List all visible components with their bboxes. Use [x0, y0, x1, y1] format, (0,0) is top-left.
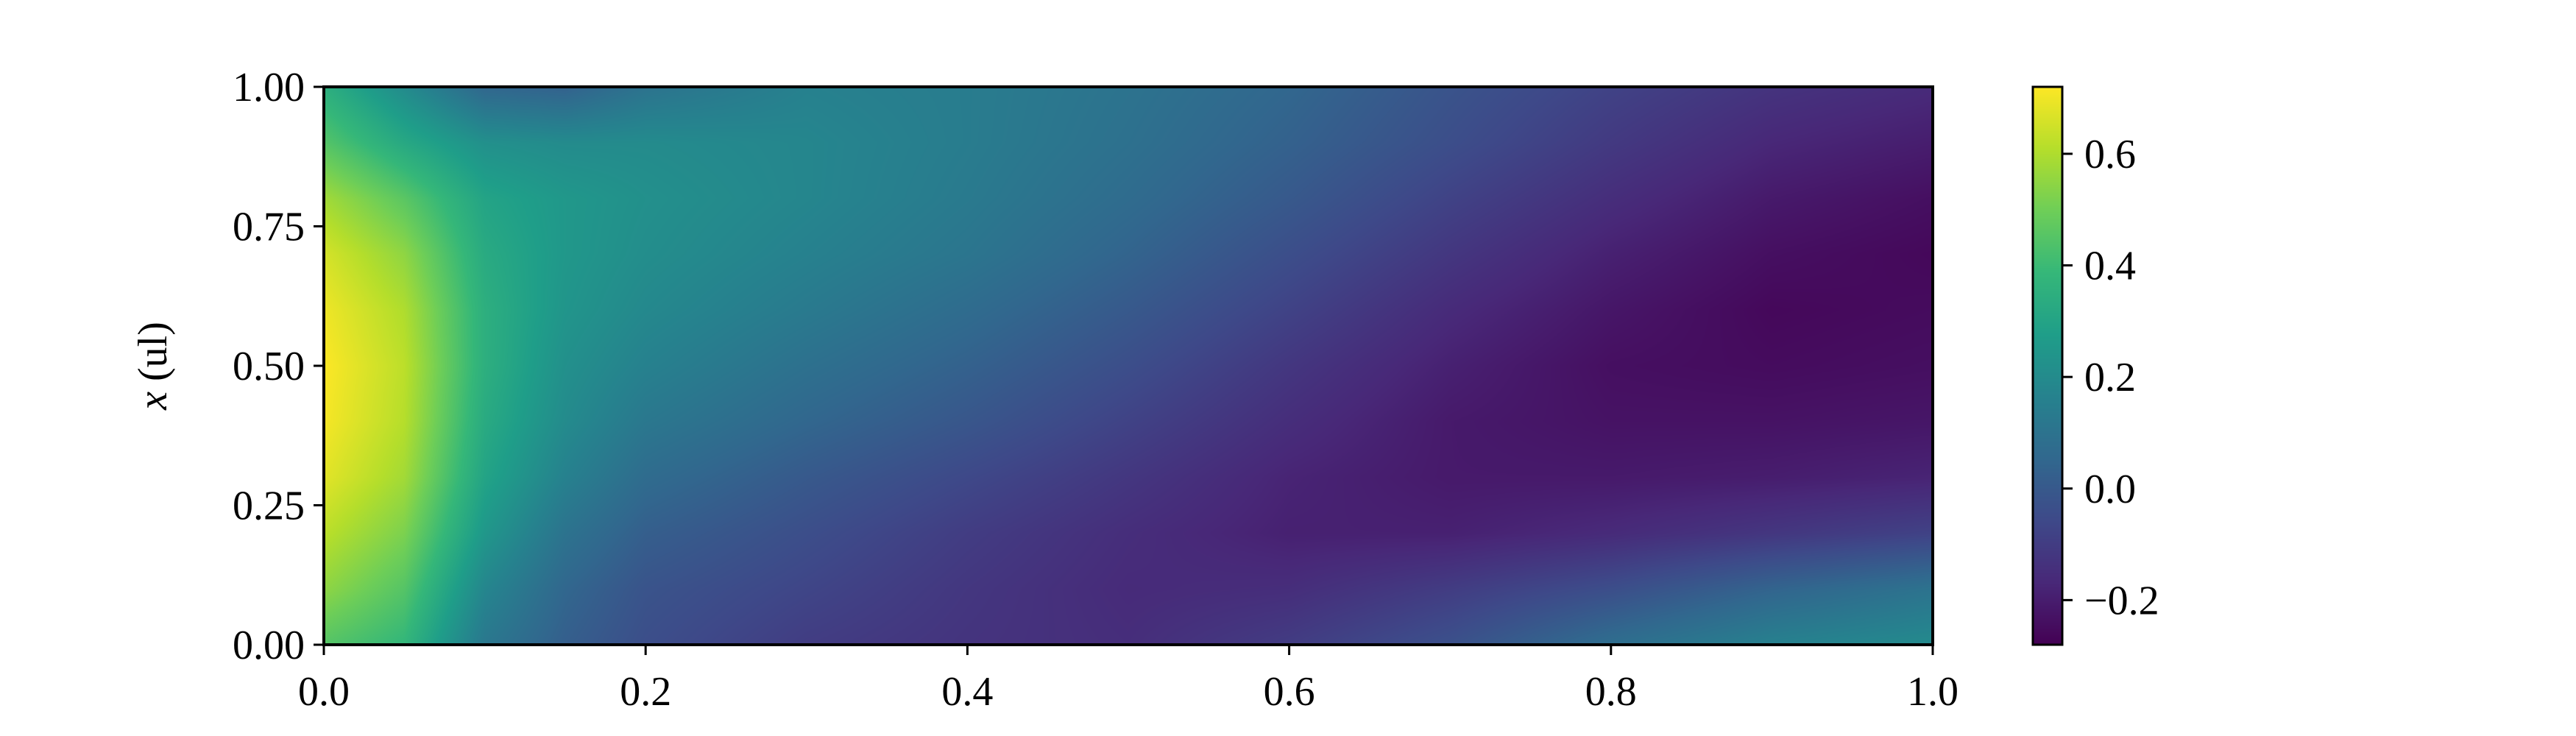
x-tick-label: 0.0 [298, 669, 350, 715]
x-tick-label: 1.0 [1907, 669, 1958, 715]
colorbar-gradient [2033, 87, 2062, 645]
colorbar-tick-label: 0.6 [2084, 132, 2136, 177]
colorbar: −0.2 0.0 0.2 0.4 0.6 [2033, 87, 2159, 645]
y-axis: 0.00 0.25 0.50 0.75 1.00 [233, 65, 324, 668]
colorbar-tick-label: 0.2 [2084, 355, 2136, 400]
x-tick-label: 0.6 [1264, 669, 1315, 715]
colorbar-tick-label: 0.4 [2084, 244, 2136, 289]
plot-area [324, 87, 1933, 645]
y-tick-label: 0.50 [233, 344, 305, 389]
x-axis: 0.0 0.2 0.4 0.6 0.8 1.0 [298, 645, 1958, 715]
y-tick-label: 0.75 [233, 205, 305, 250]
y-tick-label: 1.00 [233, 65, 305, 110]
colorbar-ticks: −0.2 0.0 0.2 0.4 0.6 [2062, 132, 2159, 623]
colorbar-tick-label: −0.2 [2084, 578, 2159, 623]
heatmap-image [324, 87, 1933, 645]
x-tick-label: 0.4 [941, 669, 993, 715]
x-tick-label: 0.2 [620, 669, 671, 715]
y-tick-label: 0.00 [233, 623, 305, 668]
colorbar-tick-label: 0.0 [2084, 467, 2136, 512]
x-tick-label: 0.8 [1585, 669, 1637, 715]
y-axis-title: x (ul) [130, 322, 176, 411]
y-tick-label: 0.25 [233, 484, 305, 529]
